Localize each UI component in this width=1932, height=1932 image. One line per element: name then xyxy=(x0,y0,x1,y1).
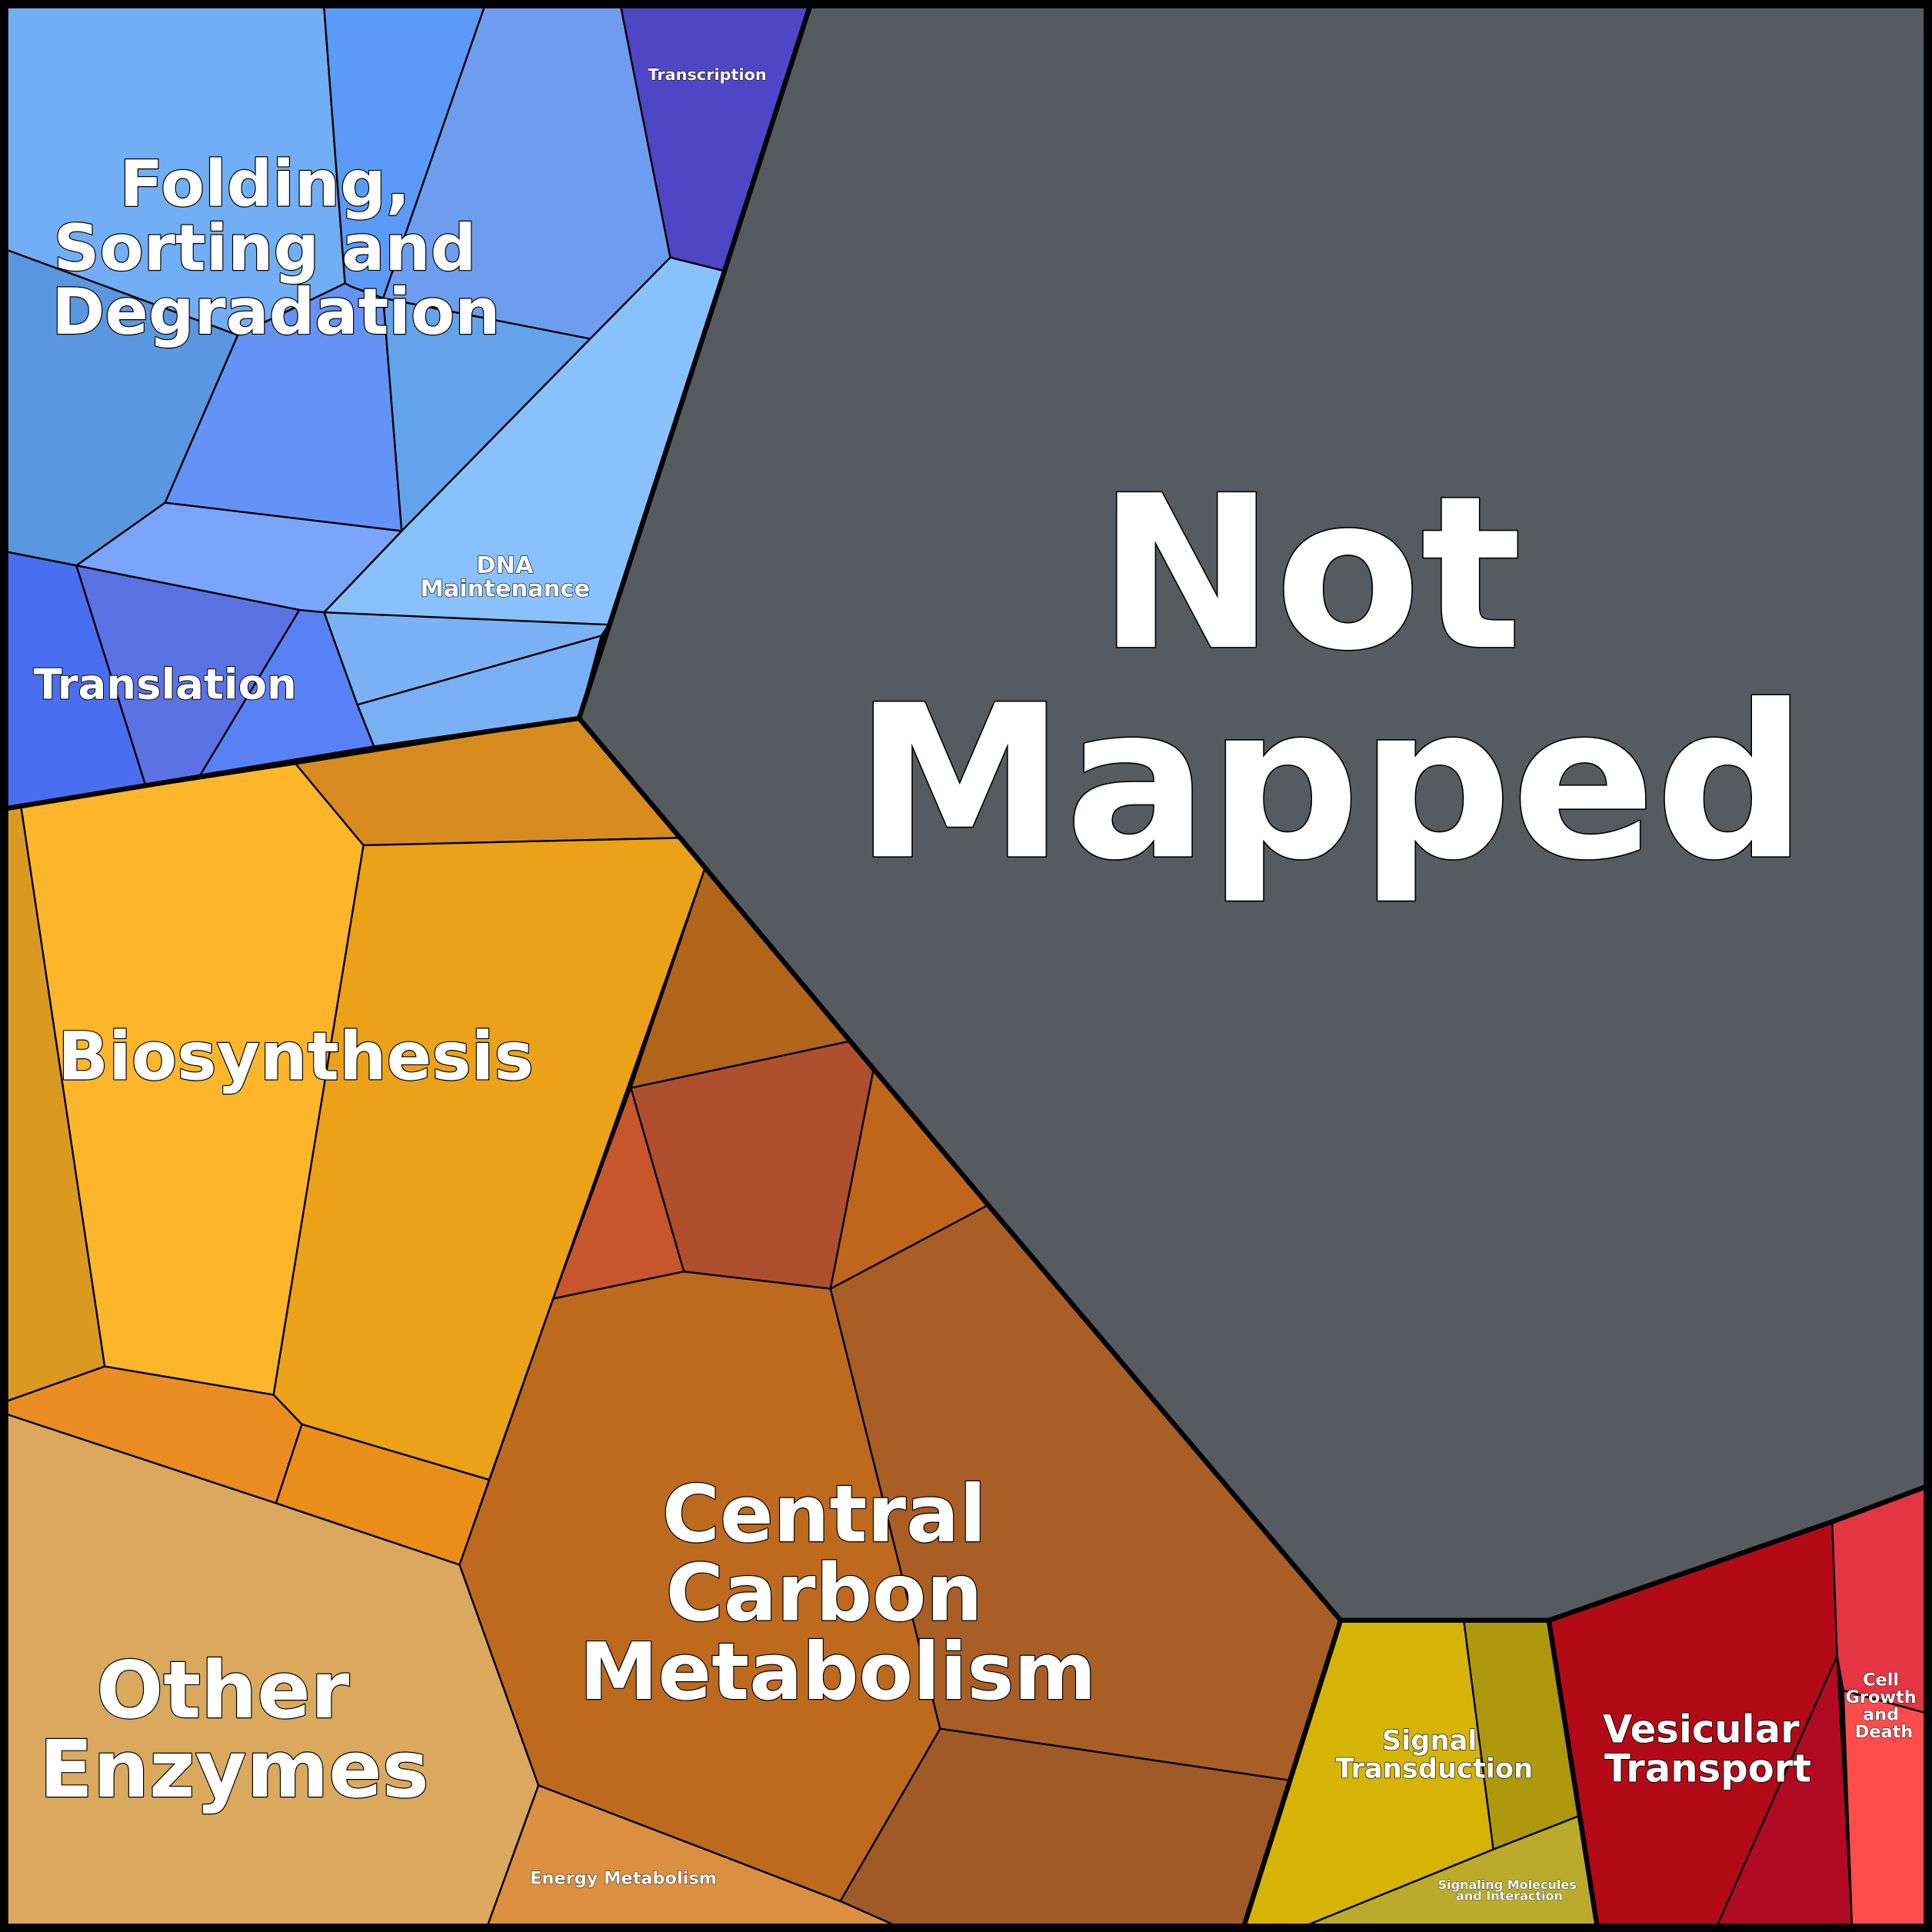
label: Transcription xyxy=(648,65,766,84)
label-line: Death xyxy=(1855,1722,1914,1742)
label: Folding, Sorting and Degradation xyxy=(52,147,500,350)
label: DNA Maintenance xyxy=(421,552,591,602)
label-line: Degradation xyxy=(52,275,500,349)
label-line: Signaling Molecules xyxy=(1438,1877,1577,1892)
label-line: Signal xyxy=(1382,1725,1477,1757)
label-line: Maintenance xyxy=(421,575,591,602)
label: Cell Growth and Death xyxy=(1846,1671,1923,1742)
label: Signal Transduction xyxy=(1335,1725,1533,1785)
label: Other Enzymes xyxy=(39,1645,429,1816)
label: Translation xyxy=(34,659,297,708)
label-line: Biosynthesis xyxy=(58,1018,534,1095)
label: Biosynthesis xyxy=(58,1018,534,1095)
label-line: Transcription xyxy=(648,65,766,84)
label-line: Transduction xyxy=(1335,1754,1533,1785)
label: Vesicular Transport xyxy=(1603,1707,1813,1790)
label-line: Not xyxy=(1098,450,1522,697)
label-line: Sorting and xyxy=(53,211,476,285)
label-line: Central xyxy=(662,1469,987,1561)
label-line: DNA xyxy=(476,552,534,579)
label-line: and Interaction xyxy=(1456,1888,1563,1903)
cells xyxy=(6,6,1926,1926)
label: Energy Metabolism xyxy=(530,1869,717,1889)
label-line: Energy Metabolism xyxy=(530,1869,717,1889)
label-line: Metabolism xyxy=(580,1627,1097,1718)
boundary xyxy=(1547,1484,1926,1623)
cell xyxy=(198,608,376,778)
label: Signaling Molecules and Interaction xyxy=(1438,1877,1581,1903)
label-line: Folding, xyxy=(119,147,410,222)
label-line: and xyxy=(1863,1704,1899,1724)
boundary xyxy=(577,716,1344,1926)
label-line: Enzymes xyxy=(39,1724,429,1816)
label-line: Translation xyxy=(34,659,297,708)
label-line: Carbon xyxy=(666,1548,983,1640)
label-line: Transport xyxy=(1604,1747,1811,1791)
label: Central Carbon Metabolism xyxy=(580,1469,1097,1718)
label-line: Other xyxy=(96,1645,350,1737)
label-line: Cell xyxy=(1863,1671,1899,1690)
label-line: Vesicular xyxy=(1603,1707,1800,1751)
label-line: Mapped xyxy=(854,659,1807,906)
label: Not Mapped xyxy=(854,450,1807,906)
